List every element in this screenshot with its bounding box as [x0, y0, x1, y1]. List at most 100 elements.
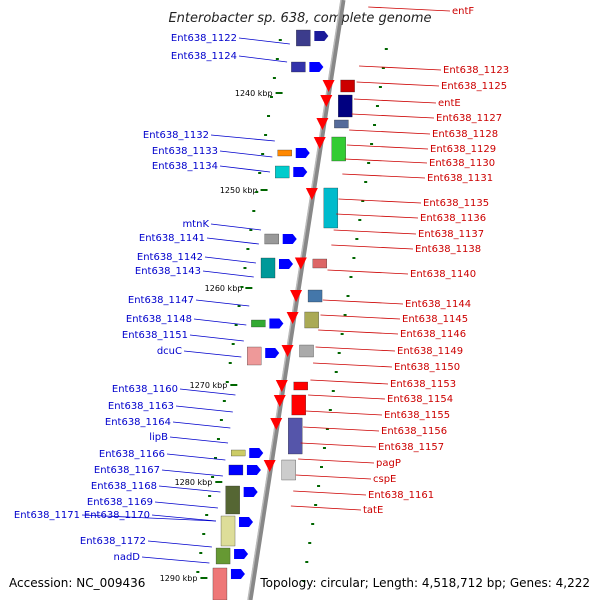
gene-label-left[interactable]: Ent638_1169 — [87, 497, 153, 508]
gene-arrow — [281, 345, 294, 357]
gene-block — [291, 61, 306, 73]
gene-block — [299, 344, 314, 358]
gene-label-left[interactable]: Ent638_1172 — [80, 536, 146, 547]
gene-block — [247, 346, 262, 366]
leader-line — [353, 98, 437, 104]
gene-label-left[interactable]: Ent638_1148 — [126, 314, 192, 325]
gene-block — [228, 464, 244, 476]
gene-label-right[interactable]: entE — [438, 98, 461, 109]
gene-label-left[interactable]: Ent638_1151 — [122, 330, 188, 341]
gene-label-right[interactable]: Ent638_1150 — [394, 362, 460, 373]
gene-label-right[interactable]: Ent638_1156 — [381, 426, 447, 437]
gene-label-right[interactable]: Ent638_1125 — [441, 81, 507, 92]
gene-label-right[interactable]: Ent638_1157 — [378, 442, 444, 453]
gene-label-left[interactable]: Ent638_1142 — [137, 252, 203, 263]
gene-arrow — [234, 549, 249, 559]
leader-line — [356, 81, 440, 87]
gene-label-right[interactable]: Ent638_1136 — [420, 213, 486, 224]
leader-line — [320, 314, 401, 320]
gene-label-right[interactable]: Ent638_1146 — [400, 329, 466, 340]
leader-line — [161, 469, 223, 477]
ruler-label: 1280 kbp — [175, 478, 213, 487]
gene-block — [281, 459, 296, 481]
gene-block — [334, 119, 349, 129]
gene-label-left[interactable]: dcuC — [157, 346, 182, 357]
gene-block — [323, 187, 339, 229]
leader-line — [179, 388, 236, 396]
gene-label-left[interactable]: lipB — [149, 432, 168, 443]
leader-line — [81, 514, 216, 522]
leader-line — [346, 144, 429, 150]
leader-line — [238, 55, 288, 63]
leader-line — [310, 379, 389, 385]
gene-arrow — [314, 31, 329, 41]
leader-line — [219, 150, 273, 158]
gene-label-left[interactable]: Ent638_1134 — [152, 161, 218, 172]
left-labels: Ent638_1122 Ent638_1124 Ent638_1132 Ent638_… — [14, 33, 290, 564]
gene-label-left[interactable]: Ent638_1141 — [139, 233, 205, 244]
gene-label-right[interactable]: Ent638_1128 — [432, 129, 498, 140]
ruler-label: 1270 kbp — [190, 381, 228, 390]
gene-label-right[interactable]: Ent638_1135 — [423, 198, 489, 209]
leader-line — [166, 453, 226, 461]
gene-label-left[interactable]: Ent638_1170 — [84, 510, 150, 521]
gene-label-left[interactable]: Ent638_1133 — [152, 146, 218, 157]
leader-line — [290, 505, 362, 511]
gene-label-left[interactable]: Ent638_1122 — [171, 33, 237, 44]
gene-label-left[interactable]: Ent638_1166 — [99, 449, 165, 460]
gene-arrow — [286, 312, 299, 324]
gene-block — [304, 311, 319, 329]
gene-label-left[interactable]: Ent638_1160 — [112, 384, 178, 395]
gene-label-right[interactable]: Ent638_1154 — [387, 394, 453, 405]
gene-label-right[interactable]: Ent638_1123 — [443, 65, 509, 76]
gene-label-right[interactable]: tatE — [363, 505, 383, 516]
gene-label-right[interactable]: Ent638_1129 — [430, 144, 496, 155]
gene-label-right[interactable]: entF — [452, 6, 474, 17]
gene-label-left[interactable]: Ent638_1163 — [108, 401, 174, 412]
gene-label-left[interactable]: Ent638_1132 — [143, 130, 209, 141]
gene-label-right[interactable]: Ent638_1130 — [429, 158, 495, 169]
accession-text: Accession: NC_009436 — [9, 576, 145, 590]
gene-label-right[interactable]: Ent638_1140 — [410, 269, 476, 280]
gene-label-right[interactable]: Ent638_1137 — [418, 229, 484, 240]
gene-arrow — [305, 188, 318, 200]
gene-label-right[interactable]: Ent638_1144 — [405, 299, 471, 310]
leader-line — [206, 237, 259, 245]
leader-line — [189, 334, 244, 342]
gene-label-left[interactable]: Ent638_1143 — [135, 266, 201, 277]
gene-label-right[interactable]: Ent638_1138 — [415, 244, 481, 255]
leader-line — [210, 223, 262, 231]
gene-arrow — [295, 148, 310, 158]
gene-label-left[interactable]: nadD — [113, 552, 140, 563]
gene-label-right[interactable]: Ent638_1153 — [390, 379, 456, 390]
gene-label-right[interactable]: Ent638_1131 — [427, 173, 493, 184]
leader-line — [368, 6, 451, 12]
gene-label-left[interactable]: Ent638_1147 — [128, 295, 194, 306]
leader-line — [333, 229, 417, 235]
gene-label-right[interactable]: Ent638_1145 — [402, 314, 468, 325]
gene-label-right[interactable]: Ent638_1149 — [397, 346, 463, 357]
gene-label-right[interactable]: Ent638_1127 — [436, 113, 502, 124]
gene-arrow — [313, 137, 326, 149]
leader-line — [351, 113, 435, 119]
gene-label-left[interactable]: Ent638_1164 — [105, 417, 171, 428]
gene-block — [212, 567, 228, 600]
gene-label-left[interactable]: Ent638_1171 — [14, 510, 80, 521]
gene-label-left[interactable]: Ent638_1168 — [91, 481, 157, 492]
gene-label-left[interactable]: mtnK — [182, 219, 209, 230]
gene-arrow — [275, 380, 288, 392]
gene-block — [291, 394, 306, 416]
gene-label-right[interactable]: Ent638_1161 — [368, 490, 434, 501]
gene-arrow — [269, 318, 284, 329]
gene-arrow — [322, 80, 335, 92]
leader-line — [169, 436, 229, 444]
leader-line — [210, 134, 275, 142]
gene-label-right[interactable]: cspE — [373, 474, 396, 485]
gene-label-left[interactable]: Ent638_1167 — [94, 465, 160, 476]
gene-label-left[interactable]: Ent638_1124 — [171, 51, 237, 62]
leader-line — [219, 165, 271, 173]
gene-block — [215, 547, 231, 565]
gene-label-right[interactable]: pagP — [376, 458, 401, 469]
gene-label-right[interactable]: Ent638_1155 — [384, 410, 450, 421]
